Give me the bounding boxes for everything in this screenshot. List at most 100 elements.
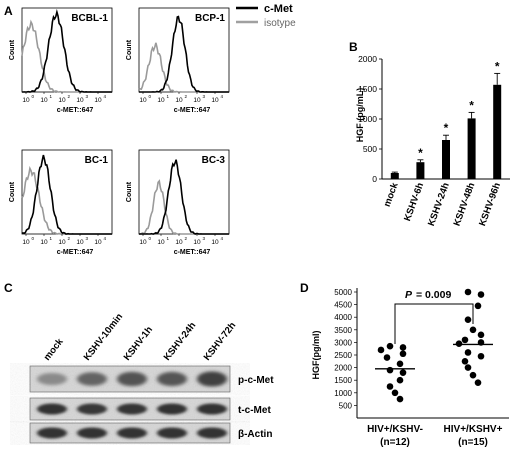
blot-strip bbox=[29, 365, 231, 393]
svg-text:10: 10 bbox=[40, 239, 48, 246]
histogram-tick-label: 100 bbox=[139, 234, 152, 246]
legend-isotype-label: isotype bbox=[264, 18, 296, 29]
histogram-tick-label: 103 bbox=[193, 92, 206, 104]
data-point bbox=[399, 350, 407, 358]
svg-text:10: 10 bbox=[193, 97, 201, 104]
svg-text:10: 10 bbox=[157, 239, 165, 246]
svg-text:4: 4 bbox=[104, 236, 107, 241]
histogram-tick-label: 104 bbox=[94, 92, 107, 104]
legend-cmet-label: c-Met bbox=[264, 3, 293, 15]
data-point bbox=[461, 358, 469, 365]
data-point bbox=[391, 389, 399, 397]
error-bar bbox=[494, 72, 501, 85]
x-category-label: KSHV-96h bbox=[477, 181, 503, 228]
svg-text:2: 2 bbox=[68, 236, 71, 241]
panel-b-y-tick: 1000 bbox=[358, 114, 382, 124]
p-value-text: = 0.009 bbox=[416, 289, 451, 301]
histogram-tick-label: 102 bbox=[58, 234, 71, 246]
histogram-tick-label: 102 bbox=[175, 92, 188, 104]
data-point bbox=[399, 344, 407, 351]
svg-text:500: 500 bbox=[339, 401, 353, 410]
svg-text:4: 4 bbox=[221, 94, 224, 99]
histogram-x-label: c-MET::647 bbox=[57, 107, 94, 114]
isotype-curve bbox=[138, 42, 229, 93]
histogram-x-label: c-MET::647 bbox=[57, 249, 94, 256]
svg-text:500: 500 bbox=[363, 144, 377, 154]
histogram-title: BCBL-1 bbox=[71, 13, 108, 24]
svg-text:10: 10 bbox=[94, 239, 102, 246]
error-bar bbox=[417, 159, 424, 163]
data-point bbox=[464, 316, 472, 324]
data-point bbox=[461, 336, 469, 344]
svg-text:0: 0 bbox=[32, 236, 35, 241]
data-point bbox=[455, 340, 463, 347]
x-category-label: KSHV-6h bbox=[402, 181, 426, 223]
data-point bbox=[477, 291, 485, 298]
histogram-tick-label: 101 bbox=[40, 92, 53, 104]
svg-text:10: 10 bbox=[58, 239, 66, 246]
blot-band bbox=[197, 403, 227, 415]
svg-text:4500: 4500 bbox=[334, 301, 352, 310]
panel-d-y-tick: 4000 bbox=[334, 313, 357, 322]
error-bar bbox=[468, 111, 475, 119]
histogram-tick-label: 100 bbox=[22, 234, 35, 246]
blot-row-label: t-c-Met bbox=[238, 405, 271, 416]
histogram-tick-label: 103 bbox=[76, 92, 89, 104]
histogram-x-label: c-MET::647 bbox=[174, 249, 211, 256]
panel-b-label: B bbox=[349, 40, 358, 54]
histogram-tick-label: 104 bbox=[211, 234, 224, 246]
svg-text:10: 10 bbox=[58, 97, 66, 104]
group-n-label: (n=12) bbox=[380, 437, 410, 448]
lane-label: mock bbox=[42, 336, 66, 363]
error-bar bbox=[443, 134, 449, 140]
histogram-tick-label: 102 bbox=[175, 234, 188, 246]
histogram-tick-label: 101 bbox=[157, 234, 170, 246]
bar bbox=[493, 84, 502, 179]
data-point bbox=[474, 379, 482, 387]
svg-text:5000: 5000 bbox=[334, 288, 352, 297]
blot-band bbox=[117, 427, 147, 439]
svg-text:3500: 3500 bbox=[334, 326, 352, 335]
panel-d-label: D bbox=[300, 281, 309, 295]
svg-text:2: 2 bbox=[185, 236, 188, 241]
panel-d-y-tick: 2500 bbox=[334, 351, 357, 360]
x-category-label: mock bbox=[382, 181, 401, 209]
isotype-curve bbox=[21, 19, 112, 93]
svg-text:3: 3 bbox=[86, 236, 89, 241]
panel-b-y-tick: 1500 bbox=[358, 84, 382, 94]
histogram-tick-label: 100 bbox=[139, 92, 152, 104]
svg-text:10: 10 bbox=[175, 239, 183, 246]
svg-text:10: 10 bbox=[175, 97, 183, 104]
data-point bbox=[386, 383, 394, 390]
svg-text:3: 3 bbox=[203, 94, 206, 99]
bar bbox=[467, 118, 476, 179]
svg-text:4000: 4000 bbox=[334, 313, 352, 322]
cmet-curve bbox=[139, 159, 229, 235]
histogram-tick-label: 101 bbox=[157, 92, 170, 104]
blot-band bbox=[157, 403, 187, 415]
svg-text:1000: 1000 bbox=[358, 114, 377, 124]
svg-text:2000: 2000 bbox=[358, 54, 377, 64]
panel-d-y-tick: 2000 bbox=[334, 364, 357, 373]
blot-band bbox=[37, 403, 67, 415]
data-point bbox=[396, 395, 404, 403]
data-point bbox=[386, 342, 394, 350]
data-point bbox=[477, 339, 485, 346]
panel-a-legend: c-Met isotype bbox=[236, 3, 296, 29]
svg-text:3: 3 bbox=[203, 236, 206, 241]
svg-text:4: 4 bbox=[221, 236, 224, 241]
data-point bbox=[383, 354, 391, 361]
svg-text:10: 10 bbox=[22, 239, 30, 246]
svg-text:0: 0 bbox=[32, 94, 35, 99]
blot-band bbox=[157, 427, 187, 439]
cmet-curve bbox=[22, 8, 112, 93]
svg-text:3000: 3000 bbox=[334, 338, 352, 347]
svg-text:10: 10 bbox=[76, 239, 84, 246]
blot-band bbox=[77, 427, 107, 439]
group-n-label: (n=15) bbox=[458, 437, 488, 448]
x-category-label: KSHV-24h bbox=[426, 181, 452, 228]
